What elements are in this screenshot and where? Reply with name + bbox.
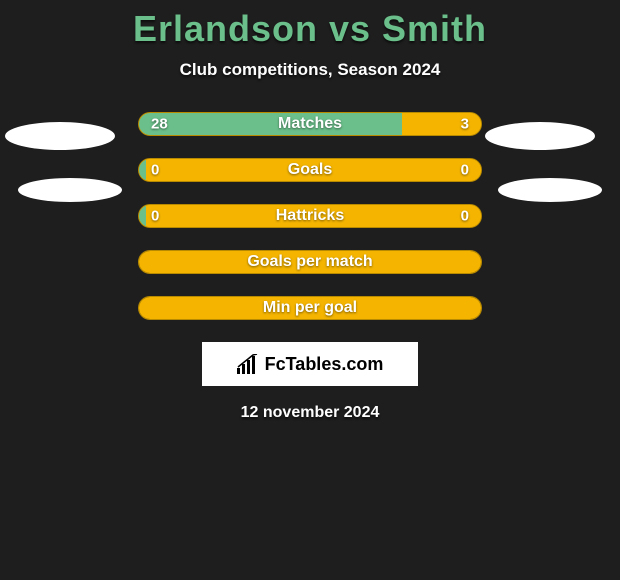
left-bar [139, 113, 402, 135]
decorative-ellipse [485, 122, 595, 150]
stat-row: Goals00 [138, 158, 482, 182]
left-bar [139, 159, 146, 181]
right-bar [139, 297, 481, 319]
decorative-ellipse [18, 178, 122, 202]
stat-row: Min per goal [138, 296, 482, 320]
page-title: Erlandson vs Smith [0, 0, 620, 50]
bar-chart-icon [237, 354, 259, 374]
left-bar [139, 205, 146, 227]
right-bar [146, 159, 481, 181]
stat-row: Matches283 [138, 112, 482, 136]
right-bar [146, 205, 481, 227]
date-text: 12 november 2024 [0, 404, 620, 422]
right-bar [402, 113, 481, 135]
stat-row: Goals per match [138, 250, 482, 274]
logo-text: FcTables.com [265, 354, 384, 375]
subtitle: Club competitions, Season 2024 [0, 60, 620, 80]
stat-row: Hattricks00 [138, 204, 482, 228]
right-bar [139, 251, 481, 273]
decorative-ellipse [498, 178, 602, 202]
decorative-ellipse [5, 122, 115, 150]
logo-box: FcTables.com [202, 342, 418, 386]
